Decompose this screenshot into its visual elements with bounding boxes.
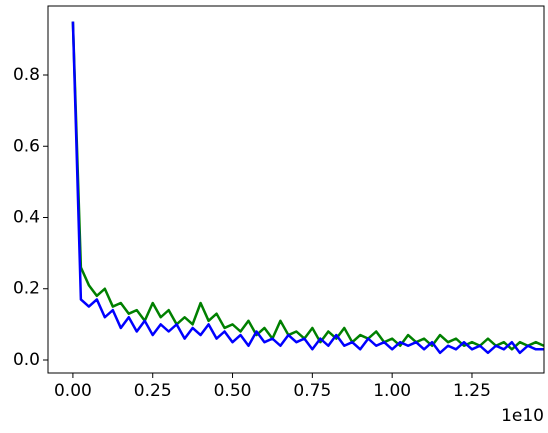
plot-frame xyxy=(47,5,545,374)
y-tick-label: 0.4 xyxy=(13,208,40,228)
x-tick-label: 0.00 xyxy=(54,381,92,401)
y-tick-label: 0.2 xyxy=(13,279,40,299)
series-line xyxy=(71,21,544,351)
x-tick-label: 1.25 xyxy=(453,381,491,401)
y-tick-label: 0.8 xyxy=(13,65,40,85)
x-tick-label: 0.75 xyxy=(293,381,331,401)
x-tick-label: 0.25 xyxy=(134,381,172,401)
y-tick-label: 0.0 xyxy=(13,350,40,370)
x-tick-label: 1.00 xyxy=(373,381,411,401)
y-tick-label: 0.6 xyxy=(13,136,40,156)
x-tick-label: 0.50 xyxy=(214,381,252,401)
x-offset-label: 1e10 xyxy=(501,406,544,426)
series-line xyxy=(71,21,544,355)
